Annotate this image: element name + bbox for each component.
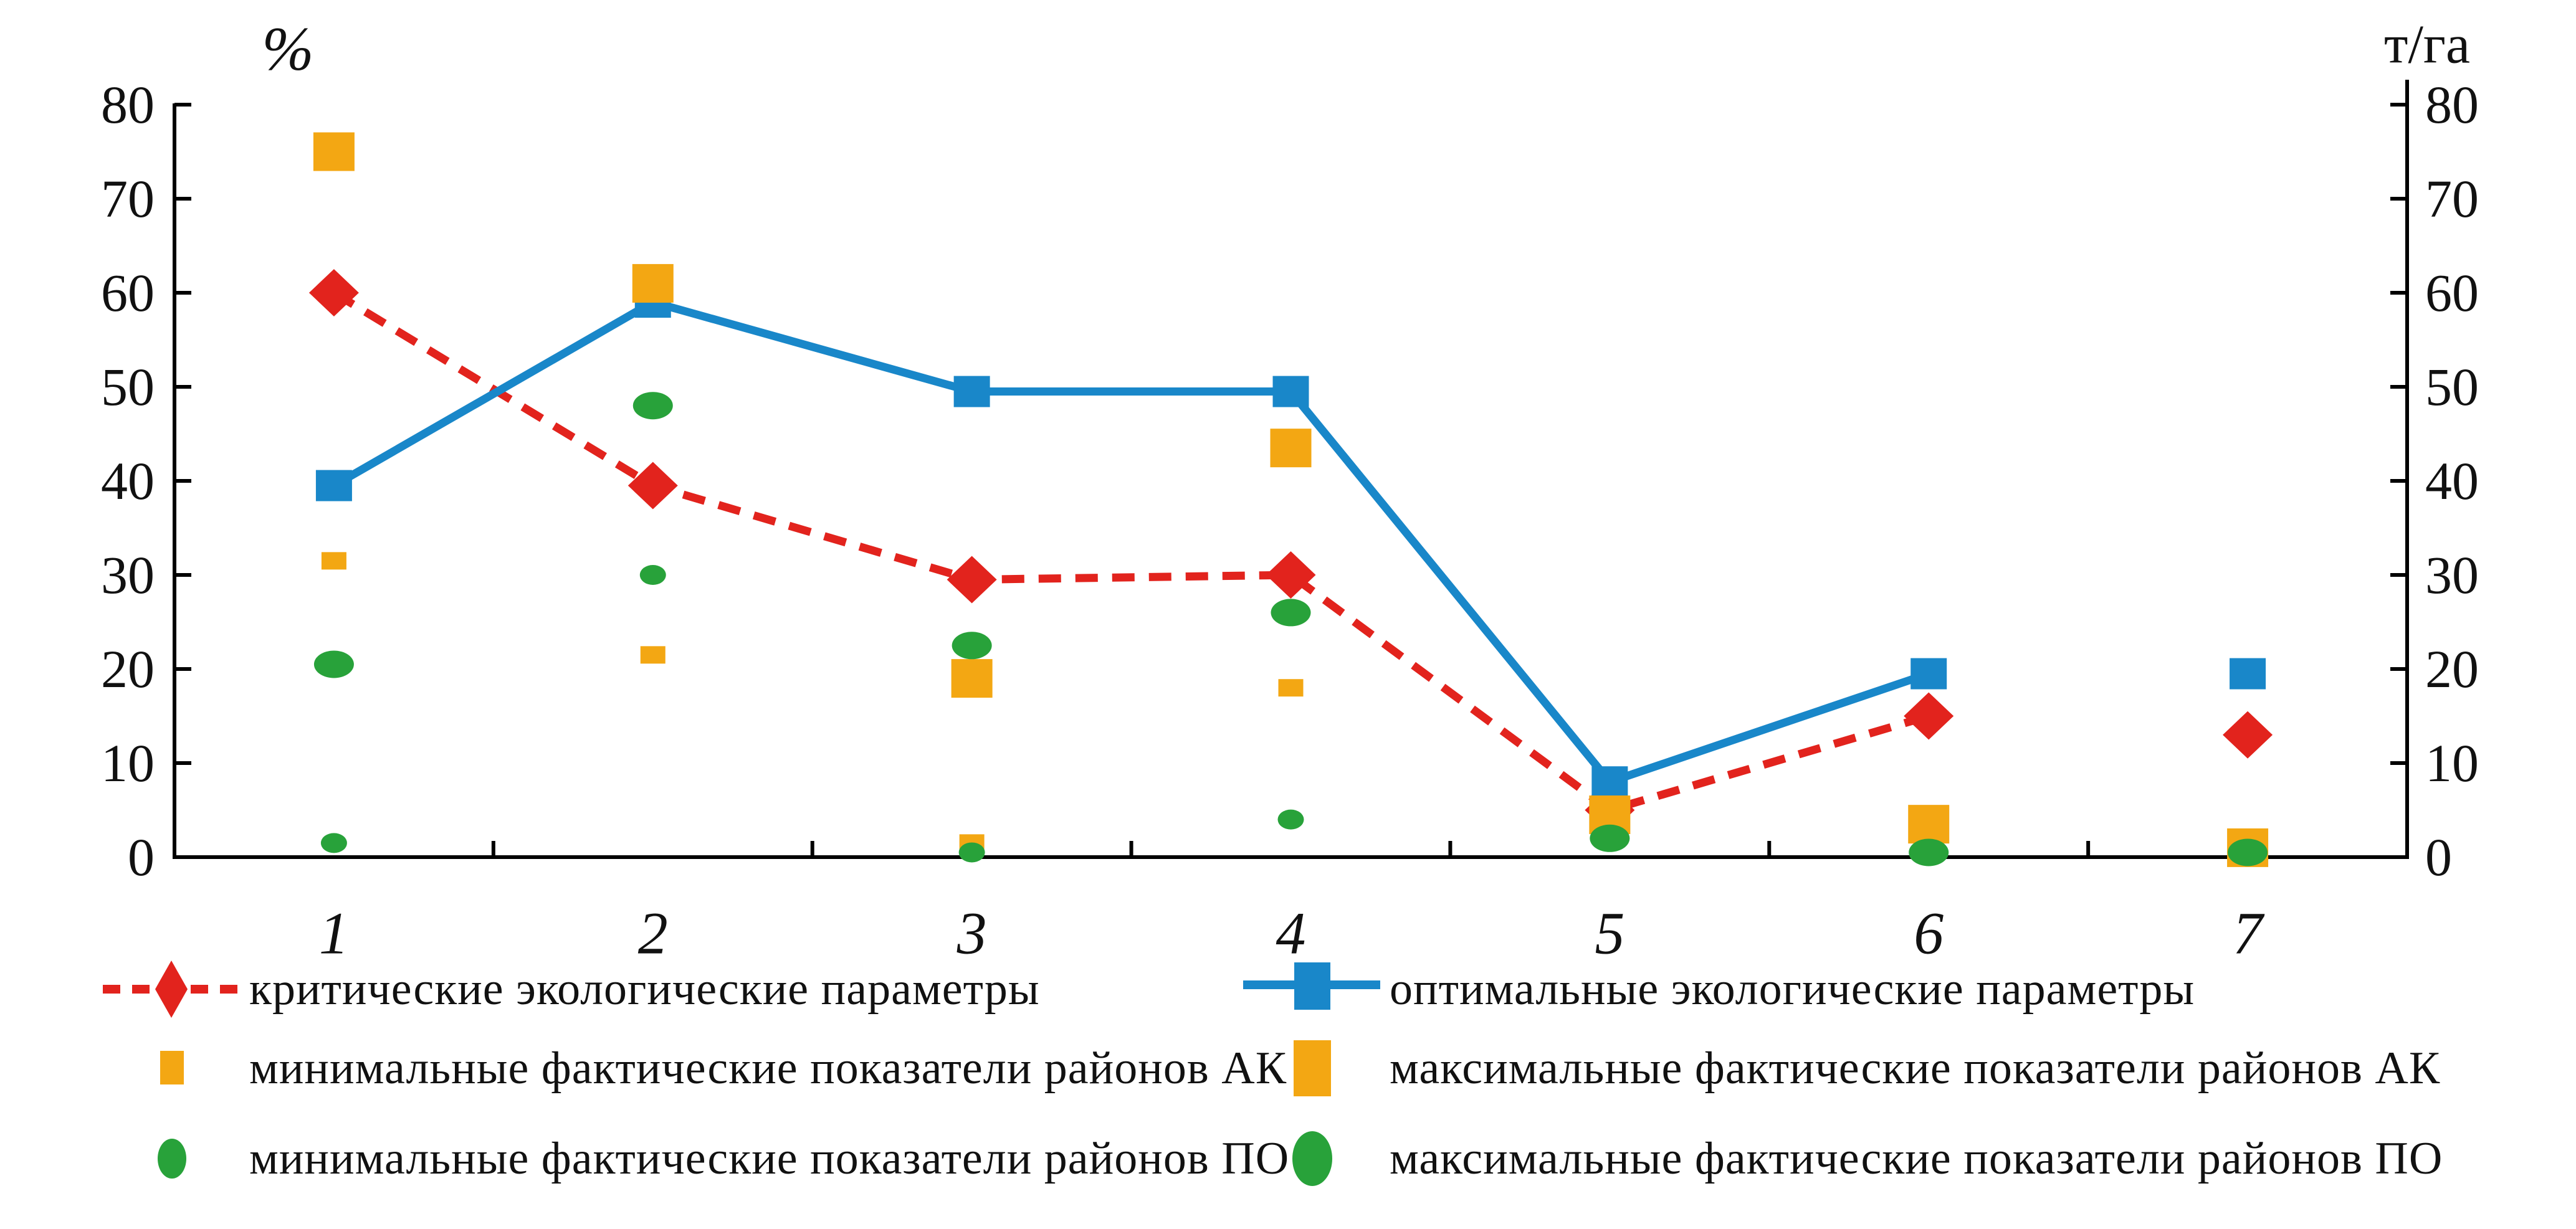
legend-label-min-po: минимальные фактические показатели район…: [249, 1132, 1290, 1184]
large-circle-marker: [1590, 824, 1630, 852]
diamond-marker: [1266, 551, 1316, 599]
legend-label-max-po: максимальные фактические показатели райо…: [1390, 1132, 2443, 1184]
square-marker: [2230, 658, 2266, 690]
large-circle-marker: [313, 650, 354, 678]
legend-item-max-po: максимальные фактические показатели райо…: [1234, 1115, 2443, 1202]
blue-line-square-icon: [1234, 946, 1390, 1033]
right-axis-tick-label: 30: [2425, 545, 2479, 605]
left-axis-tick-label: 40: [101, 451, 155, 511]
large-circle-marker: [1909, 838, 1949, 866]
right-axis-tick-label: 80: [2425, 75, 2479, 135]
legend-item-min-po: минимальные фактические показатели район…: [93, 1115, 1289, 1202]
small-orange-square-icon: [93, 1025, 249, 1112]
legend-label-min-ak: минимальные фактические показатели район…: [249, 1042, 1287, 1094]
legend-label-max-ak: максимальные фактические показатели райо…: [1390, 1042, 2441, 1094]
left-axis-tick-label: 30: [101, 545, 155, 605]
small-circle-marker: [958, 842, 985, 863]
legend-item-critical: критические экологические параметры: [93, 946, 1040, 1033]
small-square-marker: [321, 552, 346, 570]
large-circle-marker: [1271, 599, 1311, 627]
left-axis-tick-label: 80: [101, 75, 155, 135]
diamond-marker: [627, 462, 678, 510]
left-axis-tick-label: 0: [128, 827, 155, 887]
small-square-marker: [640, 646, 665, 664]
square-marker: [1911, 658, 1947, 690]
small-square-marker: [1278, 679, 1304, 697]
square-marker: [953, 376, 990, 407]
square-marker: [315, 470, 352, 501]
left-axis-tick-label: 20: [101, 639, 155, 699]
right-axis-unit-label: т/га: [2384, 15, 2470, 75]
large-circle-marker: [2228, 838, 2268, 866]
left-axis-tick-label: 10: [101, 733, 155, 793]
right-axis-tick-label: 0: [2425, 827, 2452, 887]
diamond-marker: [308, 269, 359, 316]
axis-frame: [173, 80, 2409, 859]
x-category-label: 6: [1914, 900, 1944, 967]
right-axis-tick-label: 40: [2425, 451, 2479, 511]
small-circle-marker: [1277, 809, 1304, 830]
diamond-marker: [2223, 711, 2273, 759]
diamond-marker: [947, 556, 997, 604]
right-axis-tick-label: 10: [2425, 733, 2479, 793]
legend-item-optimal: оптимальные экологические параметры: [1234, 946, 2195, 1033]
legend-label-optimal: оптимальные экологические параметры: [1390, 963, 2195, 1015]
right-axis-tick-label: 70: [2425, 169, 2479, 229]
right-axis-tick-label: 50: [2425, 357, 2479, 417]
large-circle-marker: [952, 632, 992, 660]
square-marker: [1272, 376, 1309, 407]
left-axis-tick-label: 50: [101, 357, 155, 417]
solid-series-line: [332, 298, 1930, 786]
large-square-marker: [1908, 805, 1950, 844]
x-category-label: 4: [1276, 900, 1306, 967]
red-dashed-line-diamond-icon: [93, 946, 249, 1033]
right-axis-tick-label: 60: [2425, 263, 2479, 323]
square-marker: [1591, 766, 1628, 798]
left-axis-tick-label: 70: [101, 169, 155, 229]
small-circle-marker: [639, 565, 666, 585]
large-square-marker: [1270, 429, 1312, 468]
large-green-circle-icon: [1234, 1115, 1390, 1202]
x-category-label: 3: [956, 900, 987, 967]
legend-item-max-ak: максимальные фактические показатели райо…: [1234, 1025, 2440, 1112]
x-category-label: 7: [2233, 900, 2265, 967]
small-circle-marker: [320, 833, 347, 853]
legend-label-critical: критические экологические параметры: [249, 963, 1040, 1015]
left-axis-tick-label: 60: [101, 263, 155, 323]
large-square-marker: [632, 263, 674, 303]
diamond-marker: [1904, 692, 1954, 740]
large-square-marker: [313, 132, 355, 171]
left-axis-unit-label: %: [262, 14, 313, 83]
large-circle-marker: [632, 392, 673, 420]
dashed-series-line: [332, 289, 1930, 814]
large-square-marker: [951, 659, 993, 698]
small-green-circle-icon: [93, 1115, 249, 1202]
x-category-label: 2: [638, 900, 668, 967]
x-category-label: 1: [319, 900, 349, 967]
legend-item-min-ak: минимальные фактические показатели район…: [93, 1025, 1287, 1112]
right-axis-tick-label: 20: [2425, 639, 2479, 699]
x-category-label: 5: [1595, 900, 1624, 967]
large-orange-square-icon: [1234, 1025, 1390, 1112]
